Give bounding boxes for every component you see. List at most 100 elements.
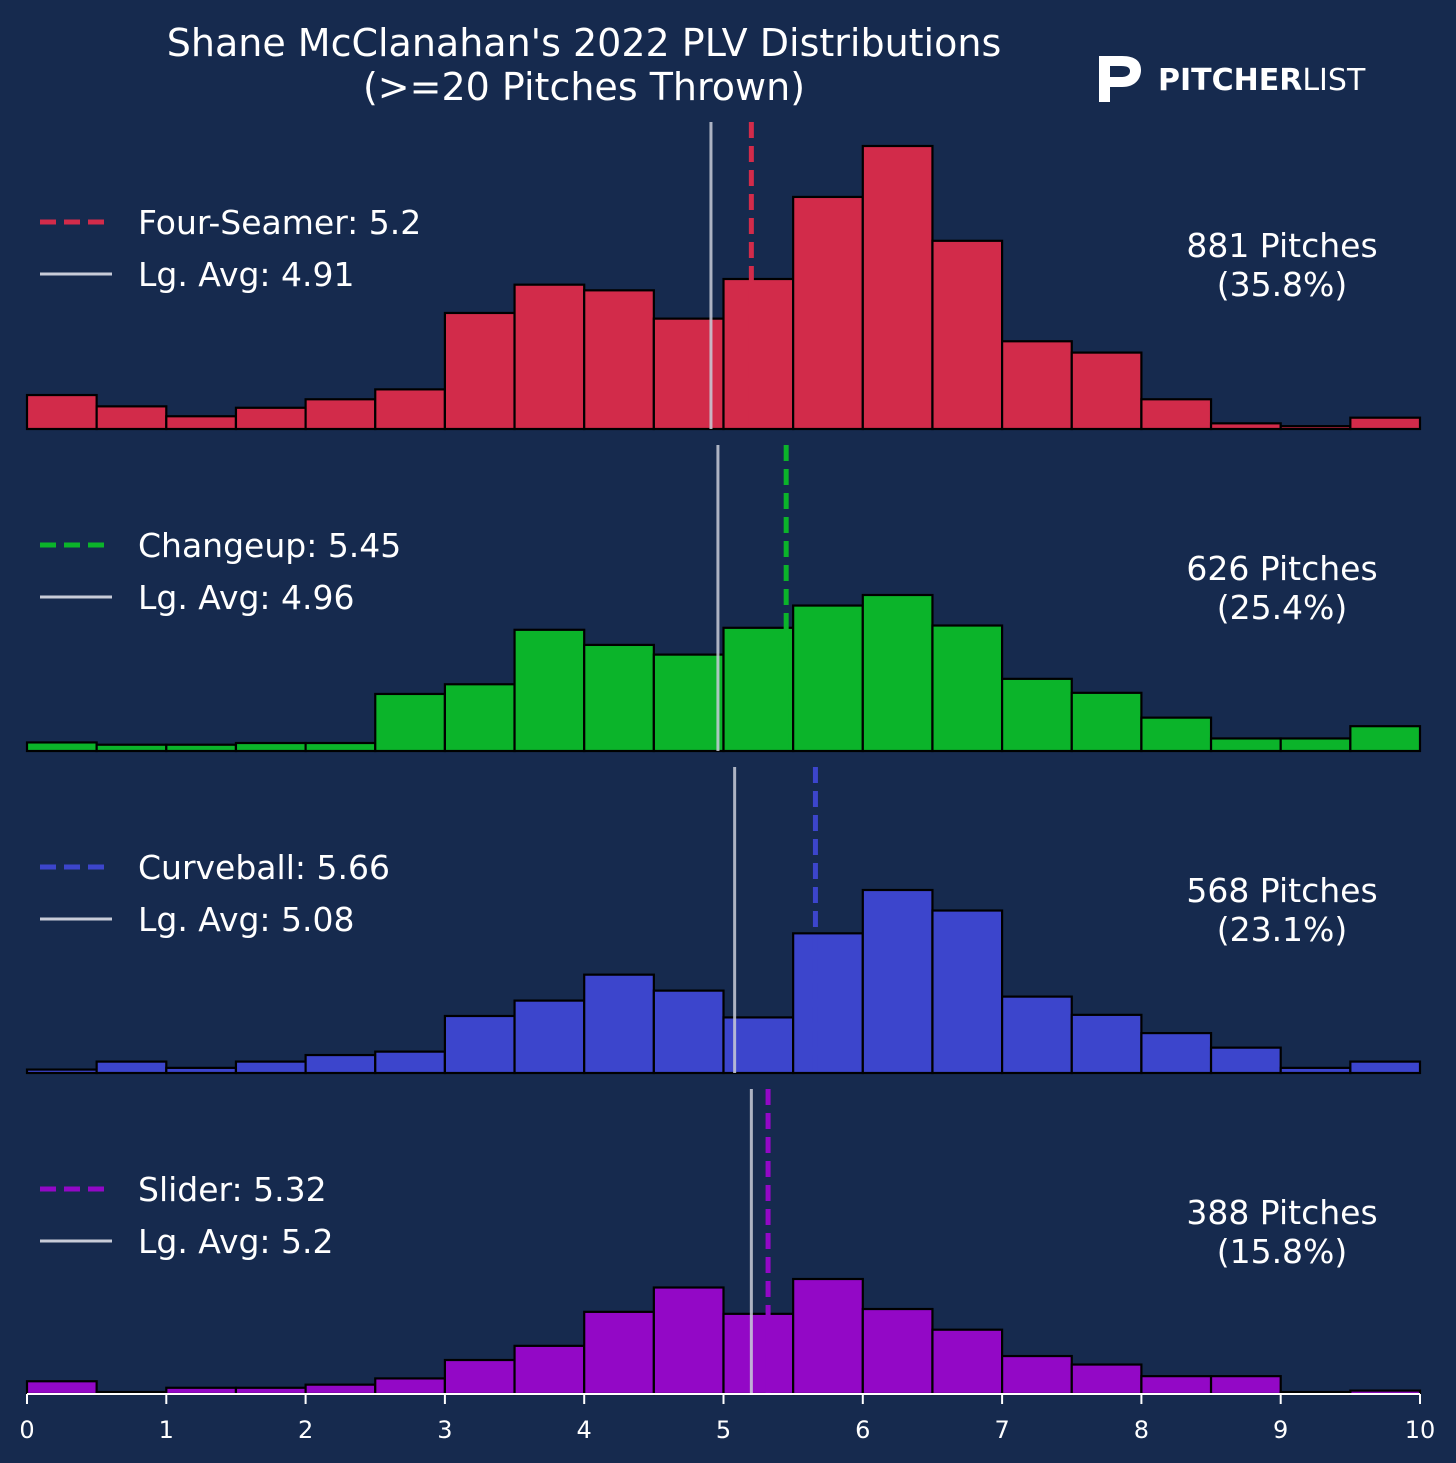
changeup-legend-avg-label: Lg. Avg: 4.96 — [138, 578, 355, 617]
pitcherlist-logo: PITCHERLIST — [1099, 56, 1366, 102]
curveball-bar — [792, 932, 864, 1075]
four-seamer-bar — [652, 317, 725, 431]
four-seamer-bar — [931, 239, 1004, 431]
four-seamer-legend-avg-label: Lg. Avg: 4.91 — [138, 255, 355, 294]
changeup-pitch-pct: (25.4%) — [1217, 588, 1348, 627]
changeup-legend-mean-label: Changeup: 5.45 — [138, 526, 401, 565]
panel-curveball: Curveball: 5.66 Lg. Avg: 5.08 568 Pitches(… — [25, 767, 1422, 1075]
x-axis: 0 1 2 3 4 5 6 7 8 9 10 — [19, 1393, 1436, 1444]
curveball-bar — [1070, 1013, 1143, 1075]
histogram-panels: Four-Seamer: 5.2 Lg. Avg: 4.91 881 Pitches… — [25, 122, 1422, 1396]
changeup-bar — [1070, 691, 1143, 753]
four-seamer-bar — [1349, 416, 1422, 431]
x-tick-label: 7 — [994, 1416, 1009, 1444]
four-seamer-bar — [513, 283, 586, 431]
changeup-bar — [792, 604, 864, 753]
x-tick-label: 6 — [855, 1416, 870, 1444]
four-seamer-bar — [443, 311, 516, 431]
four-seamer-bar — [234, 406, 307, 431]
curveball-bar — [931, 909, 1004, 1075]
changeup-bar — [25, 741, 98, 753]
logo-text-bold: PITCHER — [1158, 63, 1302, 98]
four-seamer-bar — [1279, 425, 1352, 431]
panel-changeup: Changeup: 5.45 Lg. Avg: 4.96 626 Pitches(2… — [25, 445, 1422, 753]
changeup-bar — [234, 741, 307, 753]
four-seamer-bar — [95, 405, 168, 431]
slider-bar — [443, 1358, 516, 1396]
changeup-bar — [374, 692, 447, 753]
curveball-legend-mean-label: Curveball: 5.66 — [138, 848, 390, 887]
four-seamer-bar — [792, 195, 864, 431]
four-seamer-legend-mean-label: Four-Seamer: 5.2 — [138, 203, 421, 242]
four-seamer-bar — [1140, 398, 1213, 431]
changeup-bar — [1349, 725, 1422, 753]
curveball-bar — [513, 999, 586, 1075]
curveball-pitch-pct: (23.1%) — [1217, 910, 1348, 949]
slider-bar — [1140, 1375, 1213, 1396]
slider-bar — [374, 1377, 447, 1396]
curveball-bar — [165, 1066, 238, 1075]
changeup-bar — [513, 628, 586, 753]
changeup-pitch-count: 626 Pitches — [1186, 549, 1377, 588]
curveball-bar — [95, 1060, 168, 1075]
slider-legend-mean-label: Slider: 5.32 — [138, 1170, 327, 1209]
slider-bar — [25, 1380, 98, 1396]
slider-bar — [792, 1277, 864, 1396]
x-tick-label: 3 — [437, 1416, 452, 1444]
changeup-bar — [1279, 737, 1352, 753]
curveball-bar — [1209, 1046, 1282, 1075]
curveball-bar — [652, 989, 725, 1075]
slider-bar — [1000, 1354, 1073, 1396]
pitcherlist-p-icon — [1099, 56, 1141, 102]
changeup-bar — [722, 626, 795, 753]
chart-title-line-1: Shane McClanahan's 2022 PLV Distribution… — [167, 21, 1002, 65]
x-tick-label: 4 — [577, 1416, 592, 1444]
x-tick-label: 5 — [716, 1416, 731, 1444]
curveball-bar — [374, 1050, 447, 1075]
four-seamer-bar — [1209, 422, 1282, 431]
curveball-pitch-count: 568 Pitches — [1186, 871, 1377, 910]
changeup-bar — [861, 593, 934, 753]
four-seamer-pitch-pct: (35.8%) — [1217, 265, 1348, 304]
slider-bar — [513, 1344, 586, 1396]
x-tick-label: 2 — [298, 1416, 313, 1444]
logo-text-light: LIST — [1302, 63, 1366, 98]
x-tick-label: 1 — [159, 1416, 174, 1444]
chart-title-line-2: (>=20 Pitches Thrown) — [363, 65, 805, 109]
slider-bar — [1209, 1375, 1282, 1396]
four-seamer-bar — [165, 415, 238, 431]
panel-four-seamer: Four-Seamer: 5.2 Lg. Avg: 4.91 881 Pitches… — [25, 122, 1422, 431]
x-tick-label: 9 — [1273, 1416, 1288, 1444]
slider-bar — [931, 1328, 1004, 1396]
curveball-bar — [1000, 995, 1073, 1075]
slider-pitch-count: 388 Pitches — [1186, 1193, 1377, 1232]
slider-bar — [583, 1310, 655, 1396]
four-seamer-bar — [1070, 351, 1143, 431]
curveball-bar — [1140, 1031, 1213, 1075]
x-tick-label: 0 — [19, 1416, 34, 1444]
changeup-bar — [443, 683, 516, 753]
slider-bar — [1070, 1363, 1143, 1396]
slider-pitch-pct: (15.8%) — [1217, 1232, 1348, 1271]
x-tick-label: 10 — [1405, 1416, 1436, 1444]
changeup-bar — [583, 643, 655, 753]
changeup-bar — [931, 624, 1004, 753]
panel-slider: Slider: 5.32 Lg. Avg: 5.2 388 Pitches(15.8… — [25, 1089, 1422, 1396]
four-seamer-bar — [861, 144, 934, 431]
changeup-bar — [95, 743, 168, 753]
curveball-bar — [443, 1014, 516, 1075]
slider-bar — [861, 1307, 934, 1396]
changeup-bar — [1000, 677, 1073, 753]
curveball-bar — [1279, 1066, 1352, 1075]
changeup-bar — [1140, 716, 1213, 753]
curveball-bar — [304, 1053, 377, 1075]
x-tick-label: 8 — [1134, 1416, 1149, 1444]
four-seamer-bar — [722, 277, 795, 431]
slider-bar — [652, 1286, 725, 1396]
four-seamer-bar — [374, 388, 447, 431]
four-seamer-bar — [583, 289, 655, 431]
curveball-bar — [861, 888, 934, 1075]
slider-bar — [304, 1383, 377, 1396]
slider-legend-avg-label: Lg. Avg: 5.2 — [138, 1222, 334, 1261]
